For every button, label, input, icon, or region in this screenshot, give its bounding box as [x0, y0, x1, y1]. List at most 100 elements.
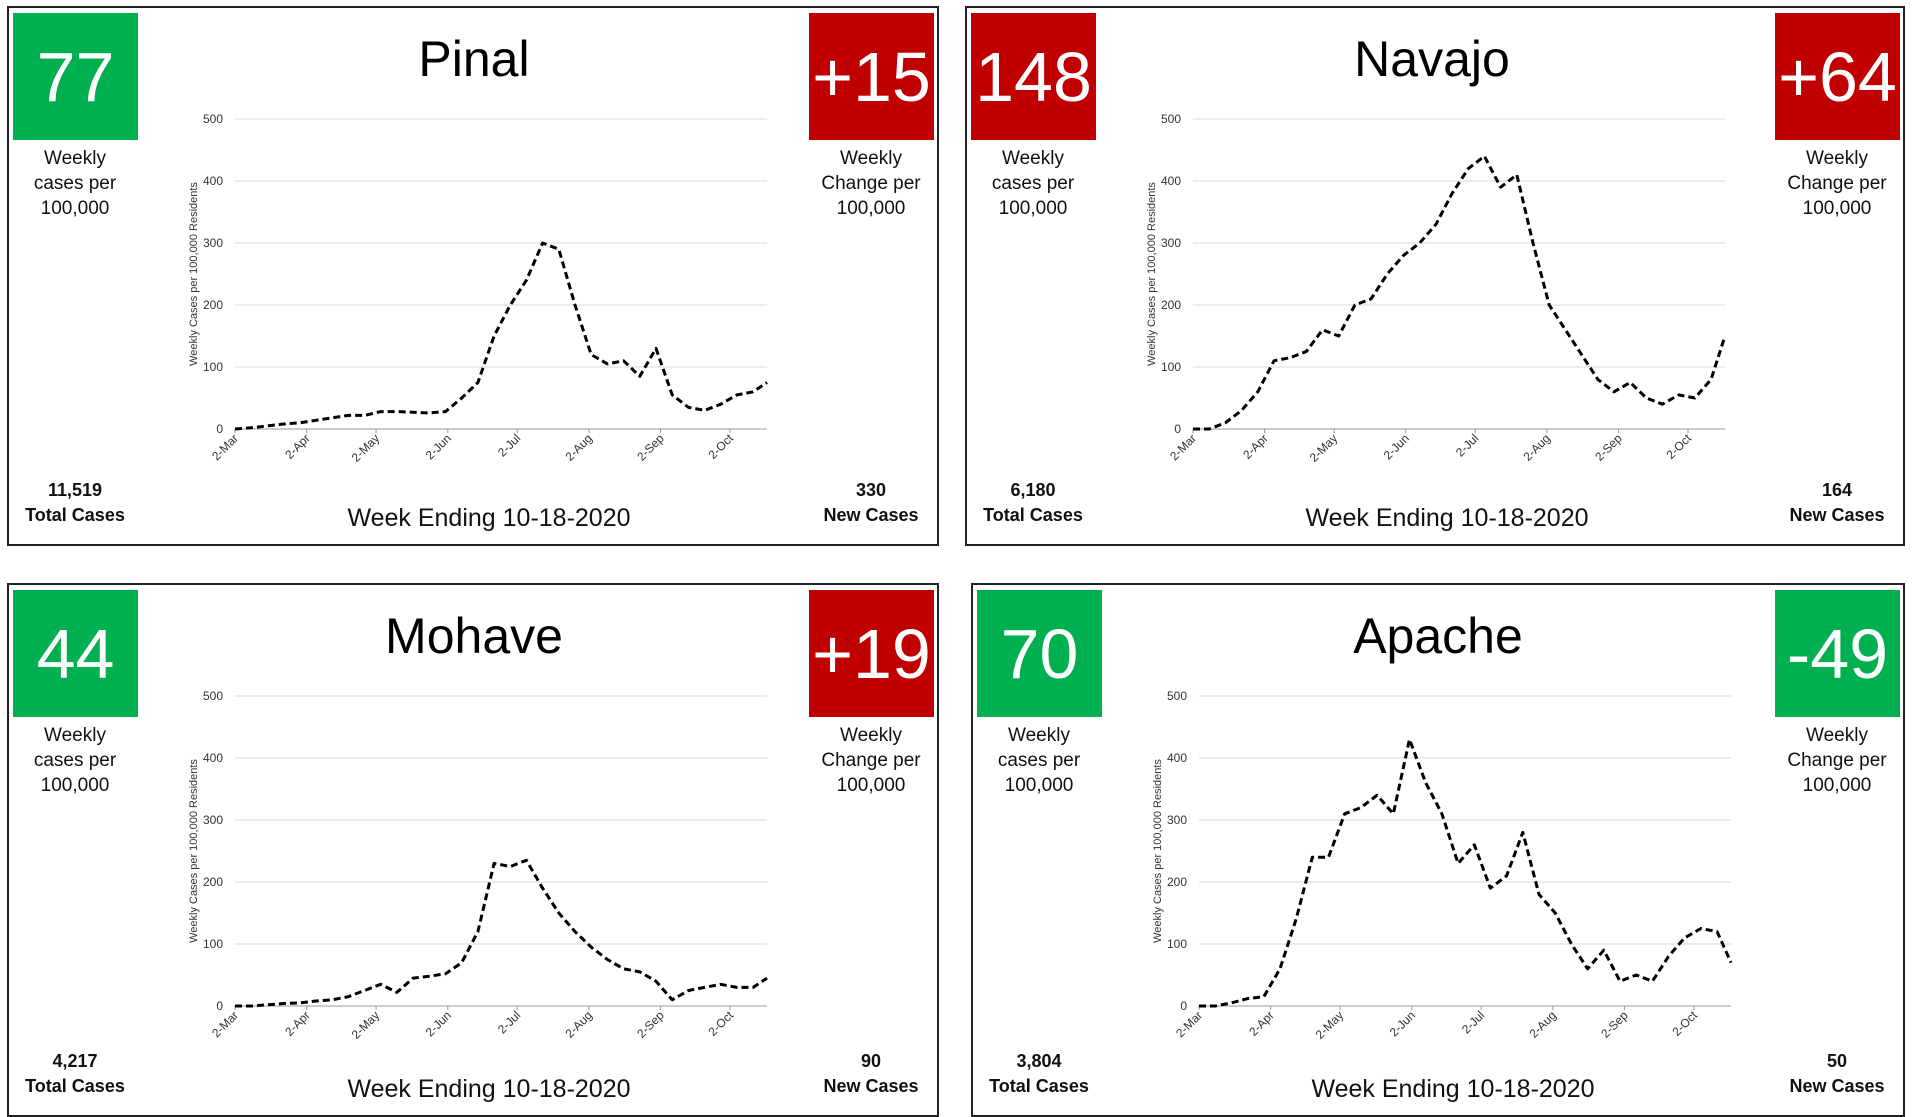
y-tick-label: 500 [1161, 112, 1181, 126]
x-tick-label: 2-Apr [1246, 1008, 1277, 1039]
new-cases-label: New Cases [823, 505, 919, 525]
y-tick-label: 400 [203, 751, 223, 765]
new-cases: 50 [1826, 1051, 1848, 1071]
chart: 0 100 200 300 400 500 2-Mar 2-Apr 2-May 2-Jun 2-Ju… [1152, 689, 1733, 1042]
x-tick-label: 2-Mar [1173, 1008, 1205, 1040]
x-tick-label: 2-Aug [562, 1008, 595, 1041]
new-cases: 164 [1821, 480, 1853, 500]
x-tick-label: 2-Mar [209, 431, 241, 463]
y-tick-label: 300 [203, 813, 223, 827]
weekly-change-badge: +64 [1775, 13, 1900, 140]
weekly-change-label: Weekly Change per 100,000 [821, 148, 921, 219]
y-axis-title: Weekly Cases per 100,000 Residents [188, 182, 200, 366]
data-line [234, 241, 768, 431]
weekly-cases-badge: 70 [977, 590, 1102, 717]
weekly-cases-label: Weekly cases per 100,000 [33, 725, 117, 796]
x-tick-label: 2-May [349, 1008, 382, 1041]
weekly-cases-label: Weekly cases per 100,000 [997, 725, 1081, 796]
data-line [1193, 154, 1727, 431]
weekly-cases-badge: 148 [971, 13, 1096, 140]
x-tick-label: 2-Oct [1669, 1008, 1700, 1039]
weekly-change-label: Weekly Change per 100,000 [821, 725, 921, 796]
y-tick-label: 100 [203, 937, 223, 951]
county-panel: 148 +64 Weekly cases per 100,000 Weekly Cha… [965, 6, 1905, 546]
x-tick-label: 2-Oct [705, 1008, 736, 1039]
data-line [235, 858, 768, 1008]
x-tick-label: 2-May [349, 431, 382, 464]
weekly-cases-label: Weekly cases per 100,000 [991, 148, 1075, 219]
new-cases: 330 [855, 480, 887, 500]
new-cases-label: New Cases [823, 1076, 919, 1096]
x-axis-title: Week Ending 10-18-2020 [1311, 1075, 1595, 1103]
y-axis-title: Weekly Cases per 100,000 Residents [1152, 759, 1164, 943]
x-tick-label: 2-Aug [562, 431, 595, 464]
total-cases-label: Total Cases [983, 505, 1083, 525]
weekly-change-label: Weekly Change per 100,000 [1787, 148, 1887, 219]
y-tick-label: 300 [1161, 236, 1181, 250]
x-axis-title: Week Ending 10-18-2020 [1305, 504, 1589, 532]
x-tick-label: 2-Jun [1381, 431, 1412, 462]
x-tick-label: 2-Aug [1520, 431, 1553, 464]
x-tick-label: 2-Jun [423, 1008, 454, 1039]
x-tick-label: 2-Jul [495, 431, 523, 459]
total-cases: 6,180 [1010, 480, 1056, 500]
x-tick-label: 2-Jun [1387, 1008, 1418, 1039]
y-tick-label: 100 [203, 360, 223, 374]
new-cases: 90 [860, 1051, 882, 1071]
weekly-change-badge: +19 [809, 590, 934, 717]
y-axis-title: Weekly Cases per 100,000 Residents [1146, 182, 1158, 366]
chart: 0 100 200 300 400 500 2-Mar 2-Apr 2-May 2-Jun 2-Ju… [1146, 112, 1727, 465]
y-tick-label: 500 [1167, 689, 1187, 703]
x-tick-label: 2-Oct [1663, 431, 1694, 462]
y-axis-title: Weekly Cases per 100,000 Residents [188, 759, 200, 943]
y-tick-label: 200 [203, 875, 223, 889]
x-tick-label: 2-Apr [282, 431, 313, 462]
x-tick-label: 2-Apr [282, 1008, 313, 1039]
y-tick-label: 400 [203, 174, 223, 188]
x-tick-label: 2-May [1307, 431, 1340, 464]
weekly-cases-label: Weekly cases per 100,000 [33, 148, 117, 219]
x-tick-label: 2-Mar [209, 1008, 241, 1040]
county-panel: 44 +19 Weekly cases per 100,000 Weekly Chan… [7, 583, 939, 1117]
county-panel: 77 +15 Weekly cases per 100,000 Weekly Chan… [7, 6, 939, 546]
x-tick-label: 2-Mar [1167, 431, 1199, 463]
x-tick-label: 2-Jun [423, 431, 454, 462]
chart-title: Mohave [385, 608, 563, 664]
x-axis-title: Week Ending 10-18-2020 [347, 504, 631, 532]
y-tick-label: 0 [216, 422, 223, 436]
y-tick-label: 500 [203, 112, 223, 126]
total-cases-label: Total Cases [989, 1076, 1089, 1096]
y-tick-label: 0 [1180, 999, 1187, 1013]
chart-title: Pinal [418, 31, 530, 87]
new-cases-label: New Cases [1789, 1076, 1885, 1096]
total-cases: 4,217 [52, 1051, 98, 1071]
weekly-change-label: Weekly Change per 100,000 [1787, 725, 1887, 796]
x-tick-label: 2-Sep [634, 1008, 667, 1041]
total-cases: 11,519 [47, 480, 103, 500]
y-tick-label: 0 [216, 999, 223, 1013]
y-tick-label: 100 [1167, 937, 1187, 951]
new-cases-label: New Cases [1789, 505, 1885, 525]
weekly-change-badge: +15 [809, 13, 934, 140]
chart-title: Navajo [1354, 31, 1510, 87]
y-tick-label: 200 [203, 298, 223, 312]
chart: 0 100 200 300 400 500 2-Mar 2-Apr 2-May 2-Jun 2-Ju… [188, 689, 768, 1042]
y-tick-label: 300 [203, 236, 223, 250]
y-tick-label: 200 [1167, 875, 1187, 889]
y-tick-label: 300 [1167, 813, 1187, 827]
x-tick-label: 2-Jul [1453, 431, 1481, 459]
county-panel: 70 -49 Weekly cases per 100,000 Weekly Chan… [971, 583, 1905, 1117]
chart-title: Apache [1353, 608, 1523, 664]
y-tick-label: 100 [1161, 360, 1181, 374]
x-tick-label: 2-Jul [495, 1008, 523, 1036]
x-tick-label: 2-Sep [1592, 431, 1625, 464]
total-cases-label: Total Cases [25, 1076, 125, 1096]
weekly-cases-badge: 77 [13, 13, 138, 140]
x-tick-label: 2-May [1313, 1008, 1346, 1041]
x-tick-label: 2-Jul [1459, 1008, 1487, 1036]
x-tick-label: 2-Oct [705, 431, 736, 462]
y-tick-label: 500 [203, 689, 223, 703]
y-tick-label: 0 [1174, 422, 1181, 436]
x-tick-label: 2-Sep [634, 431, 667, 464]
